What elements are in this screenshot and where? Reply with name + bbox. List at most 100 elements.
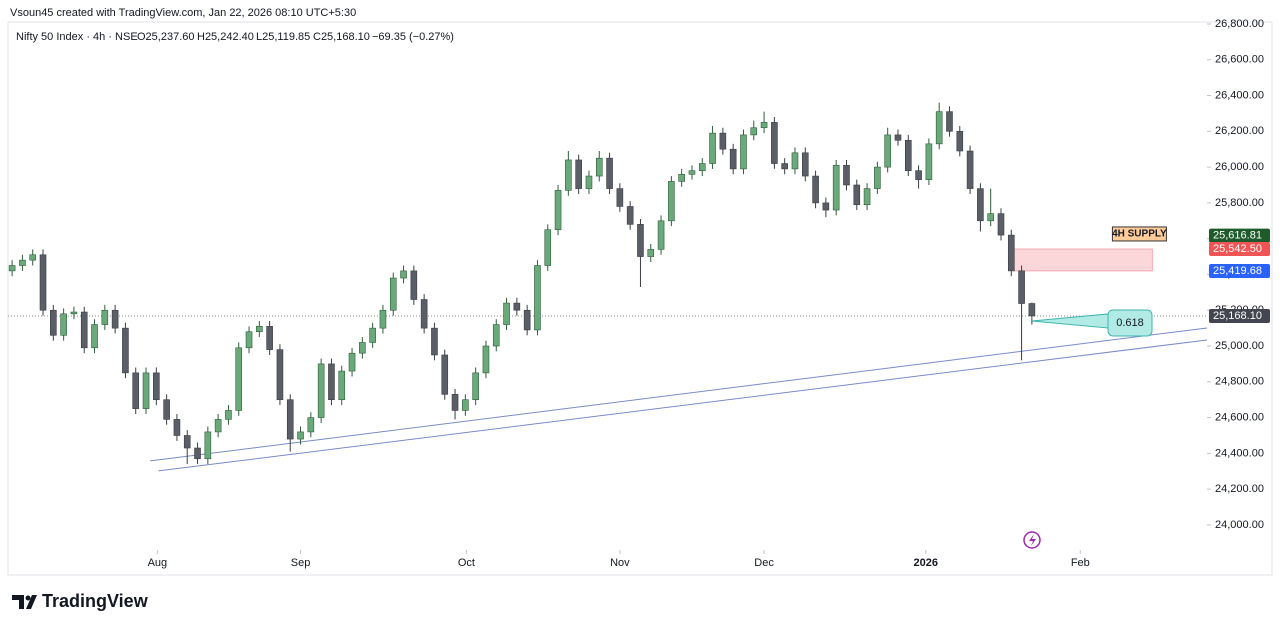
candle-body [214, 419, 222, 433]
candle-body [431, 327, 438, 356]
candle-body [225, 410, 232, 420]
candle-body [286, 399, 294, 440]
open-text: O25,237.60 [137, 31, 195, 43]
candle-body [91, 324, 98, 349]
candle-body [101, 309, 109, 325]
zone-label: 4H SUPPLY [1112, 229, 1167, 240]
candle-body [204, 431, 212, 460]
candle-body [997, 213, 1005, 236]
candle-body [575, 159, 582, 189]
symbol: Nifty 50 Index · 4h · NSE [16, 31, 138, 43]
candle-body [122, 327, 129, 374]
x-tick-label: Oct [458, 557, 475, 569]
candle-body [678, 173, 685, 182]
y-tick-label: 24,800.00 [1215, 376, 1264, 388]
candle-body [565, 159, 572, 191]
x-tick-label: Sep [291, 557, 311, 569]
y-tick-label: 26,400.00 [1215, 89, 1264, 101]
candle-body [812, 175, 819, 204]
candle-body [462, 399, 469, 411]
credit: Vsoun45 created with TradingView.com, Ja… [10, 7, 356, 19]
x-tick-label: Nov [610, 557, 630, 569]
price-tag-label: 25,542.50 [1213, 243, 1262, 255]
candle-body [1018, 270, 1025, 304]
supply-zone [1012, 248, 1153, 272]
y-tick-label: 24,000.00 [1215, 519, 1264, 531]
candle-body [338, 370, 346, 401]
x-tick-label: Feb [1071, 557, 1090, 569]
x-tick-label: Dec [754, 557, 774, 569]
candle-body [884, 134, 891, 168]
candle-body [760, 122, 768, 129]
candle-body [482, 345, 490, 374]
candle-body [935, 111, 943, 145]
candle-body [410, 270, 418, 300]
candle-body [801, 152, 809, 177]
candle-body [977, 188, 984, 222]
candle-body [50, 309, 57, 336]
logo: TradingView [12, 591, 149, 611]
candle-body [853, 184, 861, 205]
y-tick-label: 25,000.00 [1215, 340, 1264, 352]
candle-body [791, 152, 799, 170]
candle-body [523, 309, 531, 331]
candle-body [297, 431, 304, 440]
y-tick-label: 24,400.00 [1215, 447, 1264, 459]
price-tag [1209, 308, 1270, 323]
candle-body [245, 331, 253, 349]
x-tick-label: Aug [148, 557, 168, 569]
candle-body [740, 134, 747, 170]
trendline [158, 339, 1208, 472]
close-text: C25,168.10 [313, 31, 370, 43]
price-tag-label: 25,419.68 [1213, 265, 1262, 277]
candle-body [400, 270, 407, 279]
y-tick-label: 24,600.00 [1215, 412, 1264, 424]
candle-body [637, 224, 644, 257]
candle-body [626, 206, 634, 225]
candle-body [544, 229, 552, 266]
price-tag [1209, 263, 1270, 278]
candle-body [8, 265, 16, 272]
candle-body [111, 309, 119, 329]
price-tag [1209, 228, 1270, 243]
frame [7, 21, 1273, 576]
candle-body [276, 349, 284, 401]
candle-body [389, 277, 397, 311]
candle-body [472, 372, 479, 401]
candle-body [874, 166, 881, 189]
candle-body [534, 265, 541, 331]
high-text: H25,242.40 [197, 31, 254, 43]
candle-body [832, 165, 840, 211]
candle-body [328, 363, 335, 401]
y-tick-label: 25,800.00 [1215, 197, 1264, 209]
candle-body [183, 435, 191, 449]
candle-body [904, 139, 912, 171]
candle-body [843, 165, 850, 186]
candle-body [420, 299, 428, 329]
fib-box [1107, 309, 1153, 337]
candle-body [554, 190, 562, 231]
price-tag [1209, 241, 1270, 256]
candle-body [894, 134, 902, 141]
candle-body [657, 220, 665, 250]
candle-body [142, 372, 150, 409]
candle-body [729, 148, 737, 170]
candle-body [771, 122, 778, 164]
candle-body [956, 131, 964, 152]
trendline [150, 327, 1208, 462]
candle-body [307, 417, 315, 433]
candle-body [132, 372, 140, 409]
low-text: L25,119.85 [256, 31, 310, 43]
candle-body [80, 311, 88, 349]
candle-body [925, 143, 933, 180]
candle-body [70, 311, 78, 315]
candle-body [513, 302, 521, 311]
brand: TradingView [42, 591, 149, 611]
candle-body [1028, 303, 1036, 317]
candle-body [317, 363, 325, 418]
fib-label: 0.618 [1116, 317, 1144, 329]
candle-body [359, 342, 366, 354]
candle-body [369, 327, 376, 343]
